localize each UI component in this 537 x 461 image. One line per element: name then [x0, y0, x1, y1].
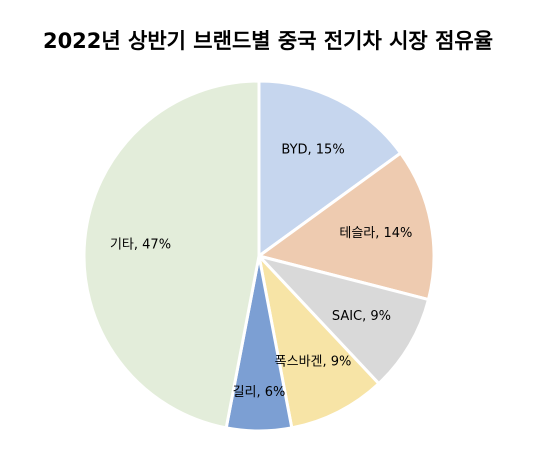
- data-label: 테슬라, 14%: [339, 226, 412, 241]
- pie-slice: [255, 151, 436, 302]
- pie-slice: [256, 251, 381, 430]
- data-label: 폭스바겐, 9%: [275, 355, 352, 370]
- chart-title: 2022년 상반기 브랜드별 중국 전기차 시장 점유율: [43, 29, 493, 53]
- data-label: 기타, 47%: [110, 237, 171, 252]
- data-label: 길리, 6%: [233, 385, 286, 400]
- pie-slice: [254, 253, 431, 386]
- pie-slice: [257, 79, 403, 259]
- pie-slice: [82, 79, 261, 430]
- data-label: SAIC, 9%: [332, 309, 391, 324]
- data-label: BYD, 15%: [281, 142, 344, 157]
